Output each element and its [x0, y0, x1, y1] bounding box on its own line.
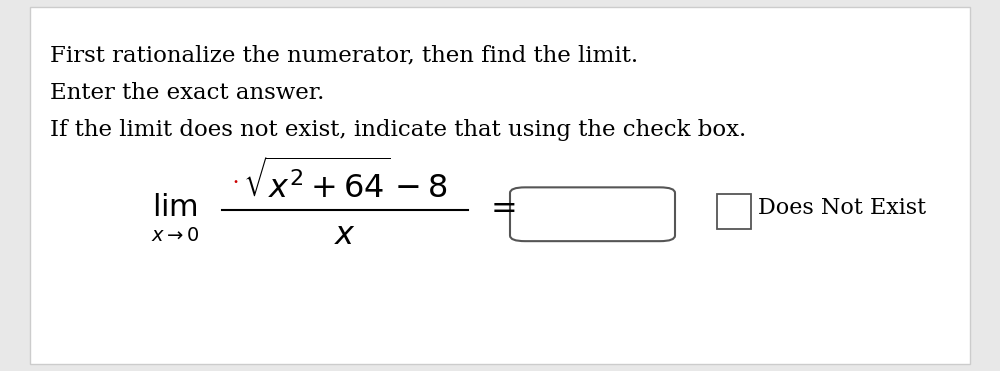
Text: If the limit does not exist, indicate that using the check box.: If the limit does not exist, indicate th… — [50, 119, 746, 141]
FancyBboxPatch shape — [717, 194, 751, 229]
Text: $=$: $=$ — [484, 192, 516, 223]
FancyBboxPatch shape — [30, 7, 970, 364]
Text: First rationalize the numerator, then find the limit.: First rationalize the numerator, then fi… — [50, 45, 638, 66]
Text: $\bullet$: $\bullet$ — [232, 175, 238, 185]
Text: $\lim$: $\lim$ — [152, 193, 198, 222]
FancyBboxPatch shape — [510, 187, 675, 241]
Text: $x{\rightarrow}0$: $x{\rightarrow}0$ — [151, 226, 199, 245]
Text: Does Not Exist: Does Not Exist — [758, 197, 926, 219]
Text: $\sqrt{x^2 + 64} - 8$: $\sqrt{x^2 + 64} - 8$ — [243, 159, 447, 205]
Text: $x$: $x$ — [334, 220, 356, 251]
Text: Enter the exact answer.: Enter the exact answer. — [50, 82, 324, 104]
